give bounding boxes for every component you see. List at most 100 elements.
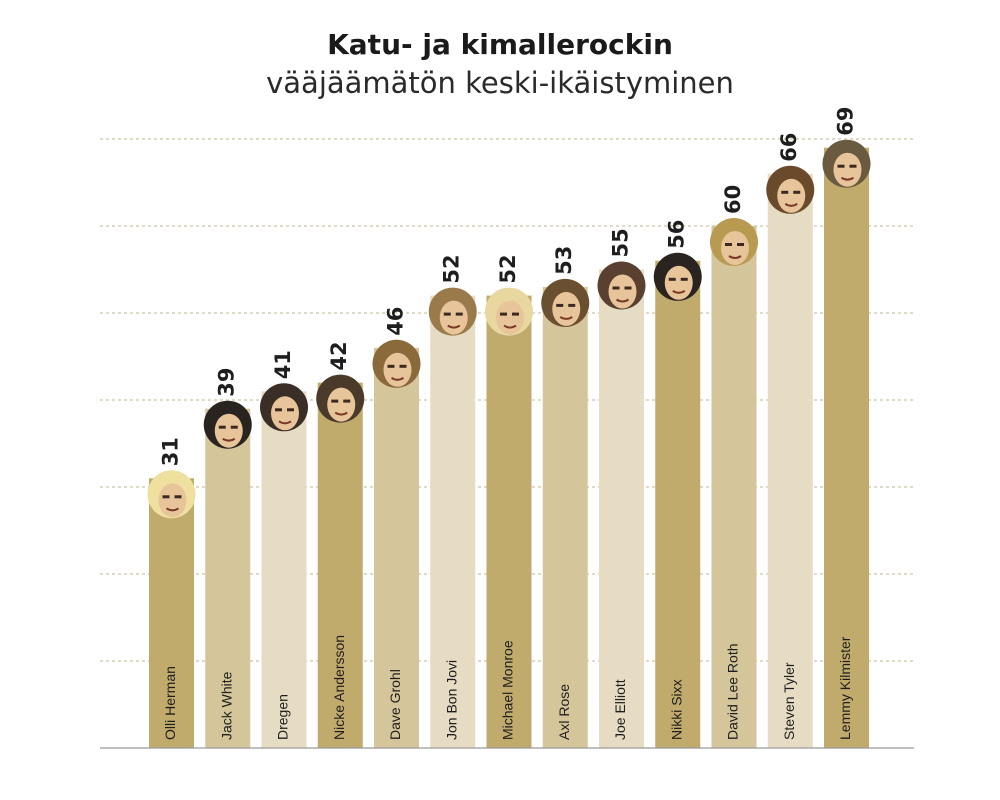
- mouth: [334, 411, 348, 416]
- chart-subtitle: vääjäämätön keski-ikäistyminen: [266, 66, 734, 100]
- eye-right: [737, 243, 744, 246]
- mouth: [784, 202, 798, 207]
- value-label: 31: [159, 437, 183, 466]
- value-label: 52: [496, 254, 520, 283]
- value-label: 69: [834, 106, 858, 135]
- value-label: 46: [384, 307, 408, 336]
- bar: [767, 173, 813, 749]
- category-label: Lemmy Kilmister: [837, 636, 853, 740]
- value-label: 66: [777, 133, 801, 162]
- value-label: 42: [327, 341, 351, 370]
- eye-left: [387, 364, 395, 368]
- portrait-icon: [822, 139, 871, 188]
- eye-left: [668, 277, 676, 281]
- portrait-icon: [316, 374, 365, 423]
- mouth: [503, 324, 517, 329]
- eye-right: [174, 495, 182, 499]
- face-shape: [271, 396, 299, 431]
- eye-right: [399, 364, 407, 368]
- mouth: [447, 324, 461, 329]
- face-shape: [721, 231, 749, 265]
- bar: [655, 260, 701, 748]
- mouth: [278, 420, 292, 425]
- eye-left: [275, 408, 282, 412]
- eye-left: [331, 399, 339, 403]
- eye-right: [849, 164, 857, 168]
- eye-left: [781, 190, 789, 194]
- face-shape: [439, 300, 468, 335]
- eye-left: [443, 312, 451, 316]
- category-label: David Lee Roth: [725, 643, 741, 740]
- bar: [374, 347, 419, 748]
- portrait-icon: [428, 287, 477, 336]
- portrait-icon: [372, 339, 421, 388]
- bar: [317, 382, 363, 748]
- face-shape: [214, 413, 243, 448]
- category-label: Dave Grohl: [387, 669, 403, 740]
- portrait-icon: [260, 383, 308, 432]
- value-label: 60: [721, 185, 745, 214]
- eye-right: [680, 277, 688, 281]
- bar: [205, 408, 251, 748]
- eye-right: [624, 286, 632, 290]
- value-label: 52: [440, 254, 464, 283]
- mouth: [559, 316, 573, 320]
- bar: [599, 269, 644, 748]
- value-label: 56: [665, 220, 689, 249]
- face-shape: [158, 483, 187, 518]
- face-shape: [608, 274, 637, 309]
- bar: [149, 478, 194, 748]
- value-label: 55: [609, 228, 633, 257]
- bar: [486, 295, 532, 748]
- mouth: [390, 376, 405, 381]
- category-label: Dregen: [275, 694, 291, 740]
- category-label: Jon Bon Jovi: [443, 660, 459, 740]
- eye-left: [612, 286, 620, 290]
- value-label: 41: [271, 350, 295, 379]
- portrait-icon: [541, 278, 590, 327]
- face-shape: [833, 152, 862, 187]
- chart-title: Katu- ja kimallerockin: [327, 28, 673, 61]
- face-shape: [664, 265, 693, 300]
- category-label: Michael Monroe: [500, 640, 516, 740]
- face-shape: [552, 291, 581, 326]
- bar: [430, 295, 476, 748]
- category-label: Steven Tyler: [781, 662, 797, 740]
- category-label: Nikki Sixx: [668, 679, 684, 740]
- category-label: Joe Elliott: [612, 679, 628, 740]
- bar: [542, 286, 588, 748]
- mouth: [840, 176, 855, 181]
- mouth: [222, 437, 236, 442]
- face-shape: [496, 300, 524, 335]
- eye-left: [556, 303, 564, 307]
- eye-left: [837, 164, 845, 168]
- category-label: Nicke Andersson: [331, 635, 347, 740]
- bar: [824, 147, 869, 748]
- eye-right: [343, 399, 351, 403]
- face-shape: [327, 387, 356, 422]
- eye-right: [793, 190, 801, 194]
- face-shape: [383, 352, 412, 387]
- bar: [261, 391, 307, 748]
- eye-right: [568, 303, 576, 307]
- mouth: [728, 255, 742, 259]
- portrait-icon: [710, 218, 758, 266]
- eye-right: [287, 408, 294, 412]
- category-label: Axl Rose: [556, 684, 572, 740]
- eye-right: [512, 312, 519, 316]
- bar: [711, 226, 757, 748]
- eye-left: [500, 312, 507, 316]
- mouth: [615, 298, 630, 303]
- eye-left: [162, 495, 170, 499]
- eye-left: [218, 425, 226, 429]
- eye-left: [725, 243, 732, 246]
- mouth: [672, 289, 686, 294]
- portrait-icon: [485, 287, 533, 336]
- portrait-icon: [147, 470, 196, 519]
- eye-right: [455, 312, 463, 316]
- portrait-icon: [597, 261, 646, 310]
- value-label: 39: [215, 367, 239, 396]
- category-label: Jack White: [218, 671, 234, 740]
- portrait-icon: [653, 252, 702, 301]
